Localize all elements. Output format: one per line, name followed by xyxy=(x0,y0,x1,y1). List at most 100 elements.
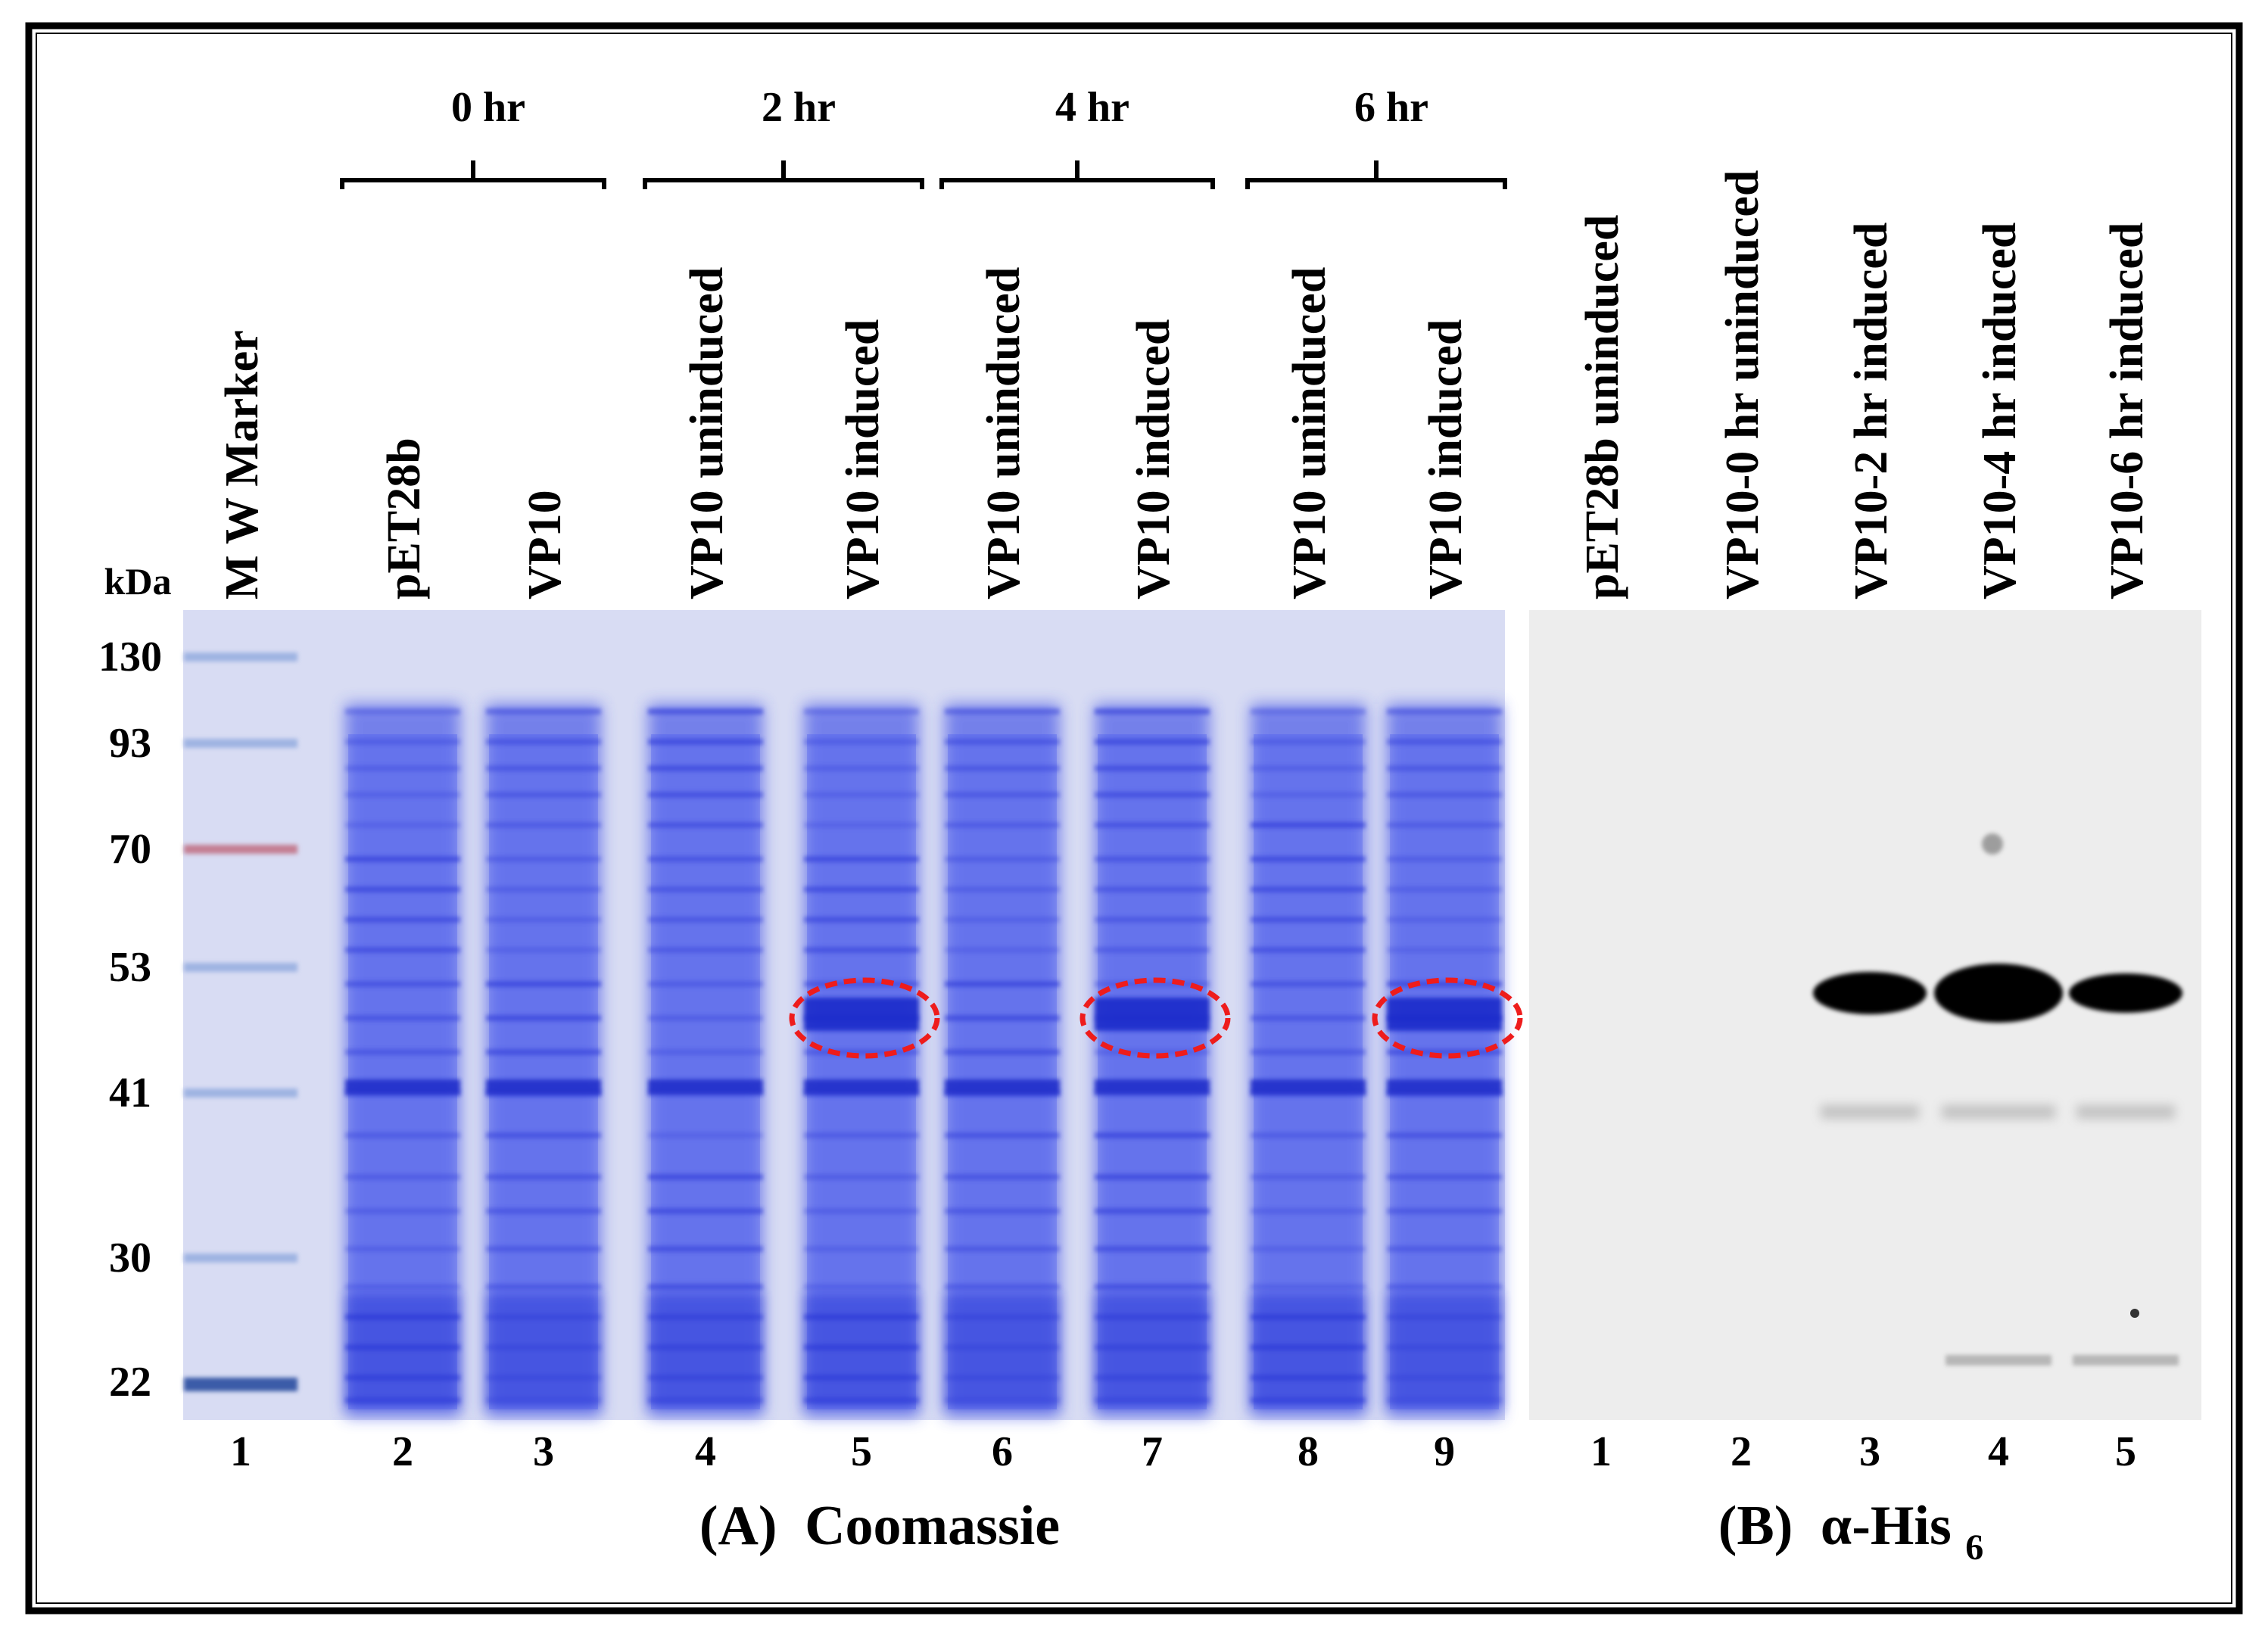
protein-band xyxy=(1095,917,1210,923)
minor-band xyxy=(1821,1105,1919,1119)
marker-label: 41 xyxy=(109,1070,151,1116)
major-band xyxy=(945,1079,1060,1095)
protein-band xyxy=(1095,1174,1210,1180)
low-mw-region xyxy=(804,1294,919,1408)
protein-band xyxy=(945,1049,1060,1055)
timepoint-bracket xyxy=(939,160,1215,189)
protein-band xyxy=(1387,1208,1502,1214)
protein-band xyxy=(486,765,601,771)
protein-band xyxy=(648,739,763,745)
blot-spot xyxy=(1982,833,2003,855)
protein-band xyxy=(648,1246,763,1252)
marker-label: 93 xyxy=(109,720,151,767)
protein-band xyxy=(1387,739,1502,745)
protein-band xyxy=(1095,1208,1210,1214)
protein-band xyxy=(804,856,919,862)
protein-band xyxy=(486,822,601,828)
protein-band xyxy=(804,765,919,771)
protein-band xyxy=(1251,886,1366,892)
protein-band xyxy=(486,856,601,862)
protein-band xyxy=(1387,981,1502,987)
protein-band xyxy=(945,981,1060,987)
protein-band xyxy=(1251,917,1366,923)
protein-band xyxy=(945,856,1060,862)
protein-band xyxy=(804,739,919,745)
protein-band xyxy=(1095,822,1210,828)
protein-band xyxy=(345,1208,460,1214)
protein-band xyxy=(1251,1284,1366,1290)
protein-band xyxy=(804,822,919,828)
protein-band xyxy=(1387,856,1502,862)
lane-label: VP10-6 hr induced xyxy=(2101,223,2153,599)
protein-band xyxy=(804,886,919,892)
induced-band-highlights xyxy=(789,977,1523,1059)
his-caption-main: α-His xyxy=(1821,1495,1952,1557)
marker-label: 22 xyxy=(109,1359,151,1406)
protein-band xyxy=(1251,792,1366,798)
blot-lane-labels: pET28b uninduced VP10-0 hr uninduced VP10-… xyxy=(1577,170,2153,599)
protein-band xyxy=(1387,886,1502,892)
protein-band xyxy=(345,917,460,923)
protein-band xyxy=(1251,1174,1366,1180)
protein-band xyxy=(345,1174,460,1180)
lane-number: 3 xyxy=(533,1428,554,1475)
low-mw-region xyxy=(1251,1294,1366,1408)
protein-band xyxy=(648,765,763,771)
protein-band xyxy=(1095,947,1210,953)
protein-band xyxy=(1251,822,1366,828)
protein-band xyxy=(648,856,763,862)
protein-band xyxy=(345,1284,460,1290)
protein-band xyxy=(945,1246,1060,1252)
protein-band xyxy=(648,708,763,715)
marker-label: 70 xyxy=(109,826,151,873)
protein-band xyxy=(804,1132,919,1138)
protein-band xyxy=(1387,1132,1502,1138)
protein-band xyxy=(648,792,763,798)
lane-number: 5 xyxy=(851,1428,872,1475)
protein-band xyxy=(486,1132,601,1138)
protein-band xyxy=(804,981,919,987)
lane-label: pET28b uninduced xyxy=(1577,215,1628,599)
protein-band xyxy=(945,1284,1060,1290)
protein-band xyxy=(1387,917,1502,923)
western-bands xyxy=(1813,833,2182,1366)
lane-number: 6 xyxy=(992,1428,1013,1475)
low-mw-region xyxy=(486,1294,601,1408)
protein-band xyxy=(1387,822,1502,828)
protein-band xyxy=(486,792,601,798)
protein-band xyxy=(804,1246,919,1252)
induced-band xyxy=(1095,998,1210,1031)
protein-band xyxy=(345,1049,460,1055)
western-blot xyxy=(1529,610,2201,1420)
protein-band xyxy=(345,765,460,771)
protein-band xyxy=(804,1208,919,1214)
protein-band xyxy=(345,886,460,892)
marker-label: 30 xyxy=(109,1235,151,1281)
protein-band xyxy=(945,739,1060,745)
protein-band xyxy=(1251,1208,1366,1214)
protein-band xyxy=(648,1208,763,1214)
induced-band xyxy=(804,998,919,1031)
protein-band xyxy=(486,1049,601,1055)
protein-band xyxy=(486,886,601,892)
timepoint-bracket xyxy=(1245,160,1507,189)
ladder-band xyxy=(184,845,298,854)
protein-band xyxy=(648,981,763,987)
major-band xyxy=(1095,1079,1210,1095)
timepoint-label: 6 hr xyxy=(1354,84,1428,131)
ladder-band xyxy=(184,652,298,662)
protein-band xyxy=(486,947,601,953)
protein-band xyxy=(486,1208,601,1214)
minor-band xyxy=(1942,1105,2055,1119)
highlight-ellipse xyxy=(789,977,940,1059)
lane-label: VP10-4 hr induced xyxy=(1974,223,2026,599)
timepoint-label: 0 hr xyxy=(451,84,525,131)
protein-band xyxy=(1387,1174,1502,1180)
lane-number: 4 xyxy=(695,1428,716,1475)
lane-number: 3 xyxy=(1859,1428,1880,1475)
protein-band xyxy=(486,708,601,715)
protein-band xyxy=(486,1174,601,1180)
his-caption-prefix: (B) xyxy=(1718,1495,1793,1557)
protein-band xyxy=(1095,856,1210,862)
figure-frame-inner xyxy=(36,33,2232,1604)
